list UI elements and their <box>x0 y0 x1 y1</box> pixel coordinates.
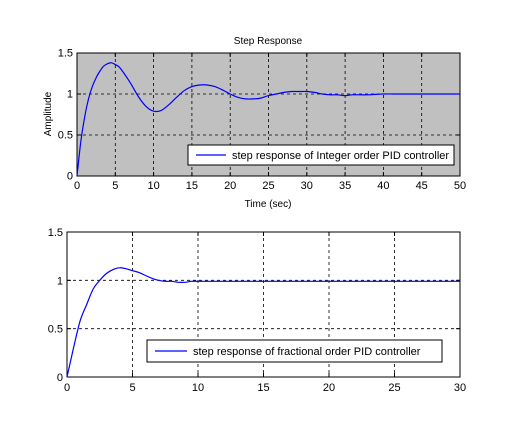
x-tick-label-bottom: 10 <box>192 382 204 394</box>
x-tick-label-bottom: 25 <box>388 382 400 394</box>
x-tick-label-bottom: 30 <box>454 382 466 394</box>
y-tick-label-bottom: 1.5 <box>48 227 63 239</box>
legend-label-fractional-pid: step response of fractional order PID co… <box>193 346 421 358</box>
x-tick-label-bottom: 5 <box>129 382 135 394</box>
legend-box-bottom <box>146 339 443 363</box>
x-tick-label-top: 20 <box>224 180 236 192</box>
x-tick-label-bottom: 0 <box>64 382 70 394</box>
x-tick-label-top: 0 <box>74 180 80 192</box>
x-tick-label-top: 40 <box>377 180 389 192</box>
x-tick-label-top: 5 <box>112 180 118 192</box>
legend-label-integer-pid: step response of Integer order PID contr… <box>232 150 449 162</box>
ticks-top: 0 5 10 15 20 25 30 35 40 45 50 0 0.5 1 1.5 <box>58 48 466 192</box>
x-tick-label-bottom: 15 <box>257 382 269 394</box>
y-axis-label-top: Amplitude <box>43 91 54 136</box>
chart-title-top: Step Response <box>234 36 303 47</box>
x-tick-label-top: 15 <box>186 180 198 192</box>
y-tick-label-top: 1 <box>67 89 73 101</box>
y-tick-label-bottom: 0 <box>57 372 63 384</box>
y-tick-label-top: 0.5 <box>58 130 73 142</box>
ticks-bottom: 0 5 10 15 20 25 30 0 0.5 1 1.5 <box>48 227 466 394</box>
y-tick-label-top: 0 <box>67 171 73 183</box>
y-tick-label-bottom: 0.5 <box>48 324 63 336</box>
x-tick-label-top: 50 <box>454 180 466 192</box>
x-tick-label-bottom: 20 <box>323 382 335 394</box>
legend-box-top <box>187 144 455 166</box>
series-line-fractional-pid <box>66 267 460 378</box>
x-tick-label-top: 10 <box>147 180 159 192</box>
y-tick-label-top: 1.5 <box>58 48 73 60</box>
legend-top: step response of Integer order PID contr… <box>187 144 455 166</box>
chart-step-response-fractional: 0 5 10 15 20 25 30 0 0.5 1 1.5 step response of fr… <box>48 227 466 394</box>
series-line-integer-pid <box>76 62 460 177</box>
x-tick-label-top: 30 <box>301 180 313 192</box>
chart-step-response-integer: 0 5 10 15 20 25 30 35 40 45 50 0 0.5 1 1.5 Step Respon… <box>43 36 466 210</box>
x-tick-label-top: 25 <box>262 180 274 192</box>
y-tick-label-bottom: 1 <box>57 275 63 287</box>
x-axis-label-top: Time (sec) <box>245 199 292 210</box>
x-tick-label-top: 45 <box>416 180 428 192</box>
legend-bottom: step response of fractional order PID co… <box>146 339 443 363</box>
x-tick-label-top: 35 <box>339 180 351 192</box>
